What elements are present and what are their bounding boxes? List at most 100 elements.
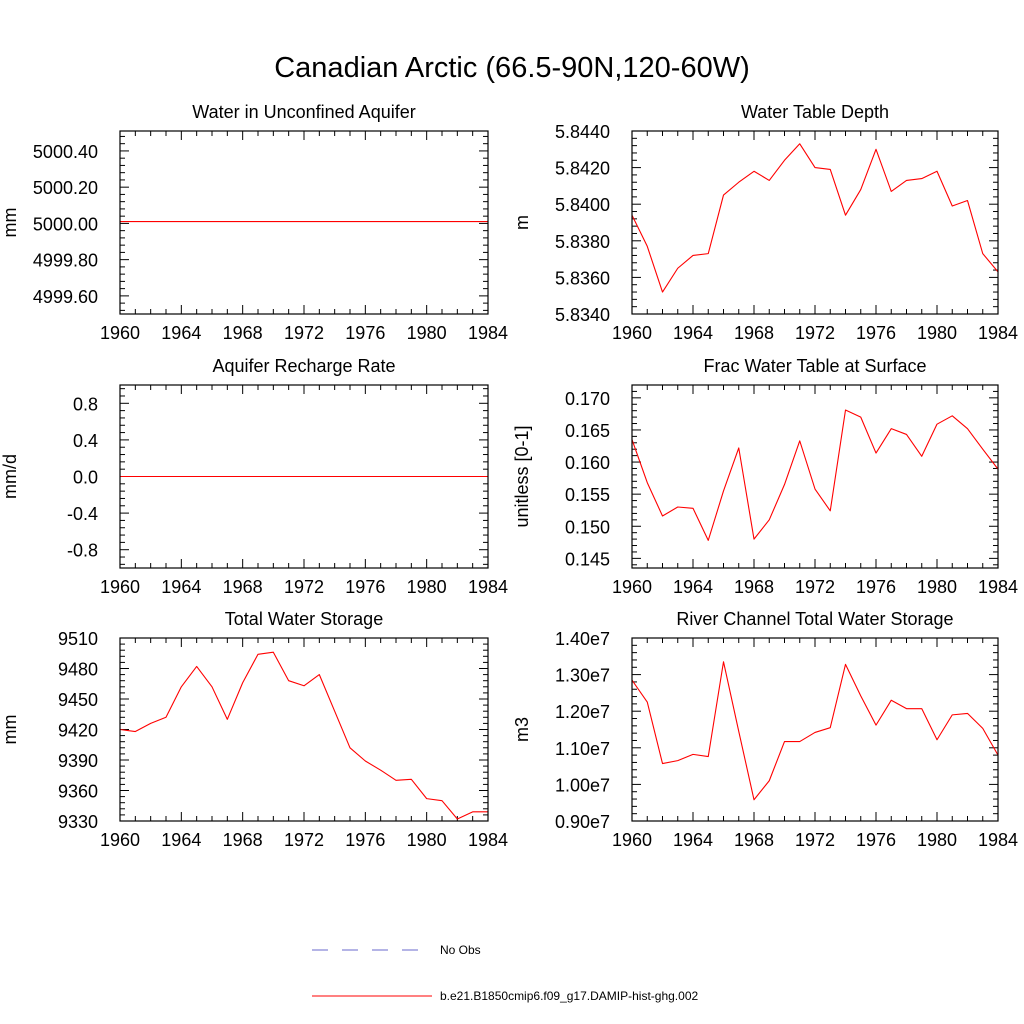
x-tick-label: 1968 bbox=[734, 830, 774, 850]
y-tick-label: 1.10e7 bbox=[555, 739, 610, 759]
y-axis-label: mm bbox=[0, 208, 20, 238]
x-tick-label: 1964 bbox=[161, 323, 201, 343]
y-tick-label: 9390 bbox=[58, 751, 98, 771]
y-tick-label: 1.20e7 bbox=[555, 702, 610, 722]
x-tick-label: 1980 bbox=[407, 830, 447, 850]
y-tick-label: 9450 bbox=[58, 690, 98, 710]
y-tick-label: 5000.20 bbox=[33, 178, 98, 198]
y-tick-label: 5.8400 bbox=[555, 195, 610, 215]
figure-title: Canadian Arctic (66.5-90N,120-60W) bbox=[274, 52, 750, 84]
x-tick-label: 1968 bbox=[223, 830, 263, 850]
panel-title: Water Table Depth bbox=[741, 102, 889, 122]
x-tick-label: 1968 bbox=[223, 577, 263, 597]
panel-2: Water Table Depth m 1960 1964 1968 1972 1976 19… bbox=[512, 102, 1018, 343]
series-line bbox=[631, 143, 999, 293]
x-tick-label: 1984 bbox=[978, 830, 1018, 850]
x-tick-label: 1964 bbox=[161, 830, 201, 850]
x-tick-label: 1968 bbox=[734, 577, 774, 597]
x-tick-label: 1972 bbox=[795, 323, 835, 343]
x-tick-label: 1976 bbox=[856, 830, 896, 850]
y-tick-label: 4999.80 bbox=[33, 251, 98, 271]
x-tick-label: 1960 bbox=[100, 323, 140, 343]
x-tick-label: 1984 bbox=[468, 323, 508, 343]
y-axis-label: unitless [0-1] bbox=[512, 425, 532, 527]
y-tick-label: 5.8340 bbox=[555, 305, 610, 325]
panel-title: Frac Water Table at Surface bbox=[703, 356, 926, 376]
y-tick-label: 0.170 bbox=[565, 389, 610, 409]
x-tick-label: 1972 bbox=[795, 830, 835, 850]
x-tick-label: 1960 bbox=[612, 577, 652, 597]
y-tick-label: 5000.40 bbox=[33, 142, 98, 162]
y-tick-label: 5.8360 bbox=[555, 268, 610, 288]
y-tick-label: 0.8 bbox=[73, 394, 98, 414]
x-tick-label: 1980 bbox=[917, 830, 957, 850]
x-tick-label: 1964 bbox=[673, 323, 713, 343]
x-tick-label: 1972 bbox=[795, 577, 835, 597]
y-tick-label: 4999.60 bbox=[33, 287, 98, 307]
y-tick-label: 1.30e7 bbox=[555, 666, 610, 686]
y-tick-label: -0.8 bbox=[67, 541, 98, 561]
y-tick-label: 9420 bbox=[58, 721, 98, 741]
x-tick-label: 1960 bbox=[100, 577, 140, 597]
x-tick-label: 1980 bbox=[407, 577, 447, 597]
panels: Water in Unconfined Aquifer mm 1960 1964 196… bbox=[0, 102, 1018, 850]
panel-title: Aquifer Recharge Rate bbox=[212, 356, 395, 376]
y-tick-label: 1.40e7 bbox=[555, 629, 610, 649]
y-tick-label: 5000.00 bbox=[33, 214, 98, 234]
x-tick-label: 1968 bbox=[223, 323, 263, 343]
y-tick-label: 0.90e7 bbox=[555, 812, 610, 832]
x-tick-label: 1972 bbox=[284, 323, 324, 343]
y-tick-label: 5.8440 bbox=[555, 122, 610, 142]
x-tick-label: 1976 bbox=[345, 323, 385, 343]
y-tick-label: 9510 bbox=[58, 629, 98, 649]
panel-title: River Channel Total Water Storage bbox=[676, 609, 953, 629]
y-tick-label: 0.0 bbox=[73, 468, 98, 488]
y-axis-label: m3 bbox=[512, 717, 532, 742]
y-tick-label: 0.160 bbox=[565, 453, 610, 473]
y-tick-label: 9360 bbox=[58, 782, 98, 802]
x-tick-label: 1976 bbox=[856, 323, 896, 343]
y-tick-label: -0.4 bbox=[67, 504, 98, 524]
series-line bbox=[119, 651, 488, 820]
y-tick-label: 0.165 bbox=[565, 421, 610, 441]
panel-title: Total Water Storage bbox=[225, 609, 383, 629]
x-tick-label: 1972 bbox=[284, 830, 324, 850]
x-tick-label: 1964 bbox=[161, 577, 201, 597]
x-tick-label: 1964 bbox=[673, 830, 713, 850]
x-tick-label: 1976 bbox=[345, 577, 385, 597]
x-tick-label: 1984 bbox=[468, 577, 508, 597]
y-tick-label: 9480 bbox=[58, 660, 98, 680]
x-tick-label: 1984 bbox=[468, 830, 508, 850]
x-tick-label: 1976 bbox=[856, 577, 896, 597]
plot-frame bbox=[119, 130, 489, 315]
x-tick-label: 1960 bbox=[612, 830, 652, 850]
y-tick-label: 5.8420 bbox=[555, 159, 610, 179]
y-tick-label: 0.145 bbox=[565, 549, 610, 569]
plot-frame bbox=[631, 130, 999, 315]
panel-title: Water in Unconfined Aquifer bbox=[192, 102, 415, 122]
panel-1: Water in Unconfined Aquifer mm 1960 1964 196… bbox=[0, 102, 508, 343]
x-tick-label: 1980 bbox=[917, 577, 957, 597]
y-axis-label: mm bbox=[0, 715, 20, 745]
x-tick-label: 1960 bbox=[612, 323, 652, 343]
panel-4: Frac Water Table at Surface unitless [0-1… bbox=[512, 356, 1018, 597]
plot-frame bbox=[119, 384, 489, 569]
legend-model-label: b.e21.B1850cmip6.f09_g17.DAMIP-hist-ghg.… bbox=[440, 989, 698, 1003]
x-tick-label: 1976 bbox=[345, 830, 385, 850]
y-tick-label: 0.4 bbox=[73, 431, 98, 451]
y-tick-label: 9330 bbox=[58, 812, 98, 832]
panel-5: Total Water Storage mm 1960 1964 1968 1972 197… bbox=[0, 609, 508, 850]
x-tick-label: 1972 bbox=[284, 577, 324, 597]
panel-6: River Channel Total Water Storage m3 1960 1… bbox=[512, 609, 1018, 850]
legend-obs-label: No Obs bbox=[440, 943, 481, 957]
x-tick-label: 1964 bbox=[673, 577, 713, 597]
y-axis-label: mm/d bbox=[0, 454, 20, 499]
y-tick-label: 1.00e7 bbox=[555, 775, 610, 795]
panel-3: Aquifer Recharge Rate mm/d 1960 1964 1968 197… bbox=[0, 356, 508, 597]
y-tick-label: 0.150 bbox=[565, 517, 610, 537]
x-tick-label: 1960 bbox=[100, 830, 140, 850]
plot-frame bbox=[631, 384, 999, 569]
y-tick-label: 0.155 bbox=[565, 485, 610, 505]
plot-frame bbox=[631, 637, 999, 822]
